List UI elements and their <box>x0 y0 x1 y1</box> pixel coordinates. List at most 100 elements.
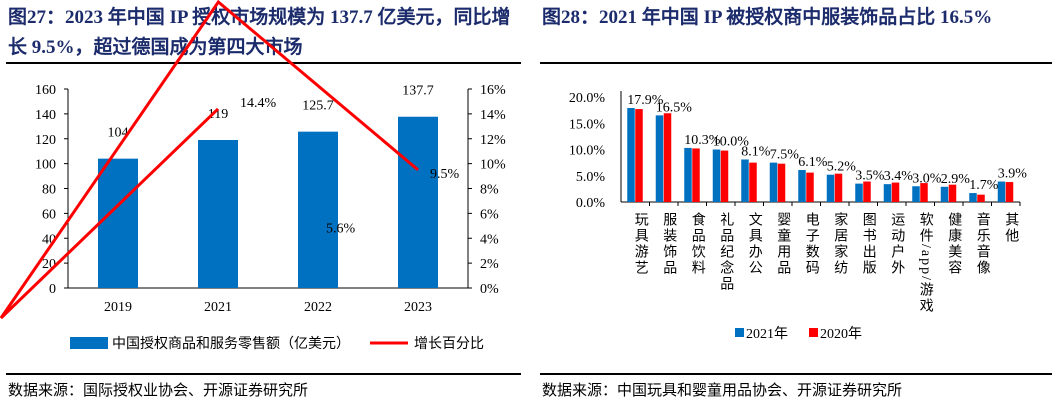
bar-label: 137.7 <box>402 84 434 99</box>
x-tick-label: 2023 <box>404 300 432 315</box>
left-top-divider <box>6 62 521 64</box>
y2-tick-label: 0% <box>480 282 499 297</box>
r-bar-label: 10.0% <box>713 135 750 150</box>
r-bar <box>769 162 778 202</box>
y-tick-label: 160 <box>35 83 56 98</box>
r-y-tick-label: 15.0% <box>569 117 606 132</box>
r-bar <box>977 194 985 202</box>
r-x-tick-label: 软件/app/游戏 <box>918 212 934 314</box>
bar <box>298 131 338 288</box>
bar-label: 104 <box>108 126 129 141</box>
r-legend-swatch <box>735 328 744 337</box>
r-bar <box>1005 182 1014 202</box>
r-bar <box>798 169 806 202</box>
r-x-tick-label: 食品饮料 <box>690 211 706 276</box>
r-y-tick-label: 5.0% <box>576 170 606 185</box>
r-x-tick-label: 玩具游艺 <box>633 212 649 276</box>
r-bar <box>912 186 920 202</box>
growth-line <box>0 0 419 320</box>
left-source: 数据来源：国际授权业协会、开源证券研究所 <box>8 383 309 399</box>
r-bar <box>712 149 721 202</box>
r-x-tick-label: 文具办公 <box>747 212 763 276</box>
r-bar-label: 5.2% <box>827 160 857 175</box>
r-legend-swatch <box>809 328 818 337</box>
r-bar <box>720 150 729 202</box>
r-bar-label: 3.0% <box>912 171 942 186</box>
r-bar <box>826 174 835 202</box>
y2-tick-label: 16% <box>480 83 506 98</box>
r-bar <box>948 184 957 202</box>
right-top-divider <box>540 62 1052 64</box>
y2-tick-label: 6% <box>480 207 499 222</box>
bar <box>398 116 438 288</box>
r-x-tick-label: 运动户外 <box>889 212 905 276</box>
y2-tick-label: 4% <box>480 232 499 247</box>
y2-tick-label: 2% <box>480 257 499 272</box>
r-bar <box>655 115 664 202</box>
r-x-tick-label: 音乐音像 <box>975 211 991 276</box>
r-legend-label: 2020年 <box>820 326 862 342</box>
line-label: 9.5% <box>430 167 460 182</box>
legend-bar-swatch <box>70 337 108 349</box>
r-bar-label: 3.5% <box>855 169 885 184</box>
r-x-tick-label: 礼品纪念品 <box>718 212 734 292</box>
r-y-tick-label: 20.0% <box>569 91 606 106</box>
r-x-tick-label: 健康美容 <box>946 212 962 276</box>
r-bar <box>883 184 892 202</box>
r-x-tick-label: 其他 <box>1003 212 1019 244</box>
r-bar-label: 6.1% <box>798 155 828 170</box>
y-tick-label: 100 <box>35 158 56 173</box>
y-tick-label: 0 <box>49 282 56 297</box>
bar <box>98 158 138 288</box>
bar-label: 119 <box>208 107 228 122</box>
r-bar <box>891 182 900 202</box>
r-bar <box>806 172 814 202</box>
r-bar <box>834 173 843 202</box>
r-bar <box>997 181 1006 202</box>
y-tick-label: 60 <box>42 207 56 222</box>
r-bar <box>777 163 786 202</box>
r-bar <box>635 109 643 202</box>
bar-label: 125.7 <box>302 99 334 114</box>
y2-tick-label: 14% <box>480 108 506 123</box>
r-bar <box>684 147 692 202</box>
y-tick-label: 80 <box>42 183 56 198</box>
line-label: 5.6% <box>326 221 356 236</box>
r-bar-label: 10.3% <box>684 133 721 148</box>
r-bar-label: 3.4% <box>884 169 914 184</box>
r-bar <box>940 186 949 202</box>
legend-bar-label: 中国授权商品和服务零售额（亿美元） <box>112 336 350 352</box>
y2-tick-label: 10% <box>480 158 506 173</box>
legend-line-label: 增长百分比 <box>414 336 484 352</box>
line-label: 14.4% <box>240 96 277 111</box>
right-figure-title: 图28：2021 年中国 IP 被授权商中服装饰品占比 16.5% <box>542 7 993 28</box>
y2-tick-label: 12% <box>480 133 506 148</box>
r-bar-label: 3.9% <box>998 167 1028 182</box>
r-bar <box>855 183 863 202</box>
r-x-tick-label: 婴童用品 <box>775 212 791 276</box>
right-bottom-divider <box>540 373 1052 375</box>
r-bar <box>969 193 977 202</box>
r-y-tick-label: 0.0% <box>576 196 606 211</box>
x-tick-label: 2019 <box>104 300 132 315</box>
y2-tick-label: 8% <box>480 183 499 198</box>
r-bar-label: 2.9% <box>941 172 971 187</box>
r-bar-label: 8.1% <box>741 144 771 159</box>
bar <box>198 139 238 288</box>
r-bar <box>663 113 672 202</box>
y-tick-label: 120 <box>35 133 56 148</box>
right-source: 数据来源：中国玩具和婴童用品协会、开源证券研究所 <box>542 383 903 399</box>
r-bar <box>741 159 749 202</box>
r-x-tick-label: 家居家纺 <box>832 211 848 276</box>
left-bottom-divider <box>6 373 521 375</box>
r-bar <box>920 183 928 202</box>
y-tick-label: 140 <box>35 108 56 123</box>
r-y-tick-label: 10.0% <box>569 144 606 159</box>
x-tick-label: 2022 <box>304 300 332 315</box>
r-bar-label: 1.7% <box>969 178 999 193</box>
r-x-tick-label: 服装饰品 <box>661 212 677 276</box>
r-bar <box>863 181 871 202</box>
r-bar <box>627 108 635 202</box>
r-bar <box>692 148 700 202</box>
